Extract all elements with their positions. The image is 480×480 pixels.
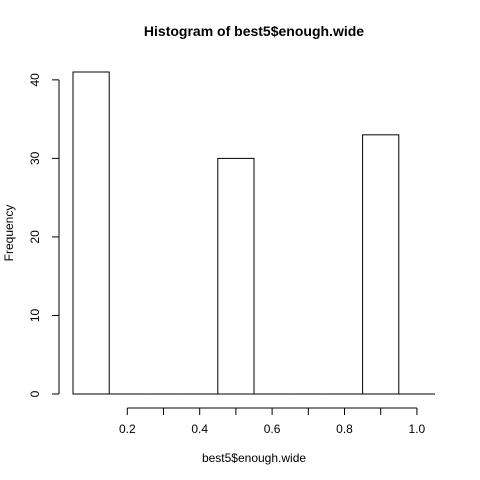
histogram-bar bbox=[72, 71, 110, 395]
x-tick-label: 1.0 bbox=[409, 422, 426, 436]
x-axis-label: best5$enough.wide bbox=[202, 451, 306, 465]
bars-group bbox=[72, 71, 435, 395]
x-tick-label: 0.2 bbox=[119, 422, 136, 436]
y-tick-label: 0 bbox=[28, 390, 42, 397]
y-tick-label: 40 bbox=[28, 73, 42, 87]
chart-title: Histogram of best5$enough.wide bbox=[144, 23, 364, 39]
histogram-bar bbox=[362, 134, 400, 395]
histogram-bar bbox=[217, 157, 255, 395]
y-tick-label: 30 bbox=[28, 151, 42, 165]
y-axis: 0 10 20 30 40 bbox=[28, 73, 60, 397]
y-tick-label: 10 bbox=[28, 308, 42, 322]
x-tick-label: 0.6 bbox=[264, 422, 281, 436]
y-tick-label: 20 bbox=[28, 230, 42, 244]
x-tick-label: 0.4 bbox=[191, 422, 208, 436]
x-axis: 0.2 0.4 0.6 0.8 1.0 bbox=[119, 407, 426, 436]
y-axis-label: Frequency bbox=[2, 205, 16, 262]
x-tick-label: 0.8 bbox=[336, 422, 353, 436]
